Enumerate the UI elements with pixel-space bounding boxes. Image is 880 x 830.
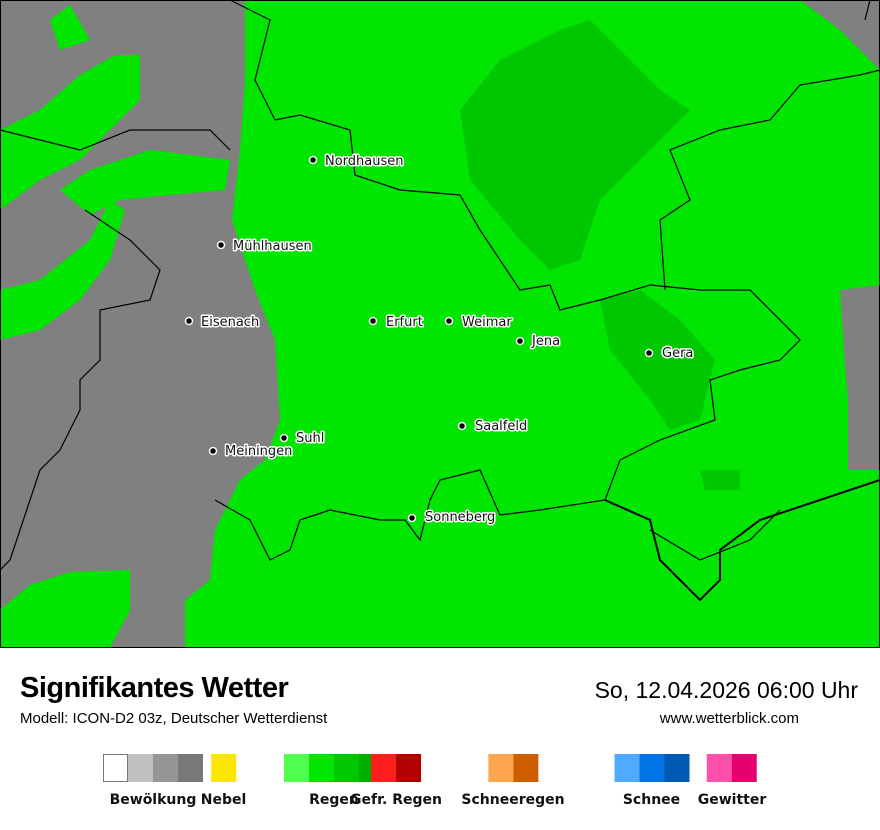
svg-text:Saalfeld: Saalfeld [475, 419, 527, 434]
legend-label: Gefr. Regen [350, 792, 442, 808]
legend-swatches [614, 754, 689, 782]
legend-label: Nebel [200, 792, 247, 808]
legend-swatch [178, 754, 203, 782]
city-markers: Nordhausen Mühlhausen Eisenach Erfurt We… [184, 153, 695, 527]
legend-item-schnee: Schnee [614, 754, 689, 808]
legend-item-schneeregen: Schneeregen [461, 754, 565, 808]
legend-swatch [614, 754, 639, 782]
svg-text:Meiningen: Meiningen [225, 444, 292, 459]
website-link[interactable]: www.wetterblick.com [659, 710, 799, 727]
legend-swatch [371, 754, 396, 782]
legend-item-bewölkung: Bewölkung [103, 754, 203, 808]
legend-swatches [371, 754, 421, 782]
legend-label: Gewitter [697, 792, 767, 808]
rain-patches [0, 5, 230, 648]
svg-text:Gera: Gera [662, 346, 693, 361]
map-title: Signifikantes Wetter [20, 672, 289, 704]
state-borders [0, 0, 880, 602]
city-weimar: Weimar [444, 314, 514, 332]
legend-label: Regen [309, 792, 359, 808]
legend-swatches [284, 754, 384, 782]
legend-swatch [128, 754, 153, 782]
city-suhl: Suhl [279, 430, 326, 448]
legend-item-gefr-regen: Gefr. Regen [350, 754, 442, 808]
legend-swatch [153, 754, 178, 782]
city-eisenach: Eisenach [184, 314, 261, 332]
legend-swatch [487, 754, 513, 782]
svg-text:Nordhausen: Nordhausen [325, 154, 404, 169]
legend-swatch [309, 754, 334, 782]
legend-swatches [103, 754, 203, 782]
legend-swatches [211, 754, 236, 782]
legend-swatch [396, 754, 421, 782]
svg-text:Suhl: Suhl [296, 431, 324, 446]
legend-swatch [639, 754, 664, 782]
legend-label: Bewölkung [109, 792, 197, 808]
city-sonneberg: Sonneberg [407, 509, 497, 527]
city-gera: Gera [644, 345, 695, 363]
legend-label: Schnee [622, 792, 681, 808]
city-nordhausen: Nordhausen [308, 153, 405, 171]
city-meiningen: Meiningen [208, 443, 294, 461]
legend-swatch [211, 754, 236, 782]
legend-swatch [334, 754, 359, 782]
legend-swatch [103, 754, 128, 782]
svg-text:Jena: Jena [531, 334, 560, 349]
legend: Bewölkung Nebel Regen Gefr. Regen Schneerege… [0, 754, 880, 814]
legend-swatch [731, 754, 757, 782]
svg-text:Sonneberg: Sonneberg [425, 510, 495, 525]
legend-swatches [706, 754, 757, 782]
legend-swatches [487, 754, 538, 782]
svg-text:Mühlhausen: Mühlhausen [233, 239, 312, 254]
legend-swatch [664, 754, 689, 782]
weather-map: Nordhausen Mühlhausen Eisenach Erfurt We… [0, 0, 880, 648]
legend-item-regen: Regen [284, 754, 384, 808]
city-muehlhausen: Mühlhausen [216, 238, 313, 256]
city-erfurt: Erfurt [368, 314, 424, 332]
legend-item-gewitter: Gewitter [697, 754, 767, 808]
svg-text:Weimar: Weimar [462, 315, 512, 330]
legend-label: Schneeregen [461, 792, 565, 808]
legend-swatch [512, 754, 538, 782]
svg-text:Erfurt: Erfurt [386, 315, 423, 330]
moderate-rain-areas [460, 20, 740, 490]
city-saalfeld: Saalfeld [457, 418, 529, 436]
forecast-datetime: So, 12.04.2026 06:00 Uhr [594, 677, 858, 703]
legend-swatch [284, 754, 309, 782]
legend-item-nebel: Nebel [200, 754, 247, 808]
svg-text:Eisenach: Eisenach [201, 315, 259, 330]
model-info: Modell: ICON-D2 03z, Deutscher Wetterdie… [20, 710, 328, 727]
city-jena: Jena [515, 333, 562, 351]
legend-swatch [706, 754, 732, 782]
